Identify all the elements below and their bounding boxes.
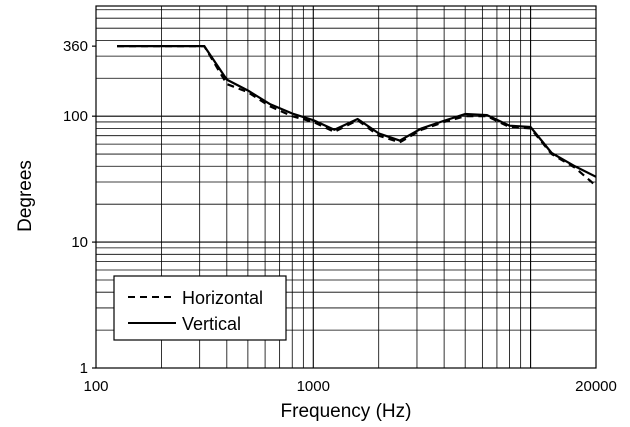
plot-frame xyxy=(95,5,597,369)
y-tick-label: 1 xyxy=(80,360,88,377)
legend: Horizontal Vertical xyxy=(113,275,287,341)
legend-label-horizontal: Horizontal xyxy=(182,288,263,308)
y-axis-label: Degrees xyxy=(15,160,36,232)
y-tick-label: 10 xyxy=(71,234,88,251)
y-tick-label: 100 xyxy=(63,108,88,125)
legend-box xyxy=(113,275,287,341)
x-tick-label: 20000 xyxy=(575,378,617,395)
series-line-vertical xyxy=(117,45,597,178)
grid-layer xyxy=(96,6,596,368)
x-tick-label: 100 xyxy=(83,378,108,395)
x-tick-label: 1000 xyxy=(297,378,330,395)
series-line-horizontal xyxy=(117,45,597,187)
tick-labels: 100 1000 20000 1 10 100 360 xyxy=(63,38,617,395)
x-axis-label: Frequency (Hz) xyxy=(281,401,412,422)
y-tick-label: 360 xyxy=(63,38,88,55)
legend-label-vertical: Vertical xyxy=(182,314,241,334)
series-layer xyxy=(117,45,597,187)
